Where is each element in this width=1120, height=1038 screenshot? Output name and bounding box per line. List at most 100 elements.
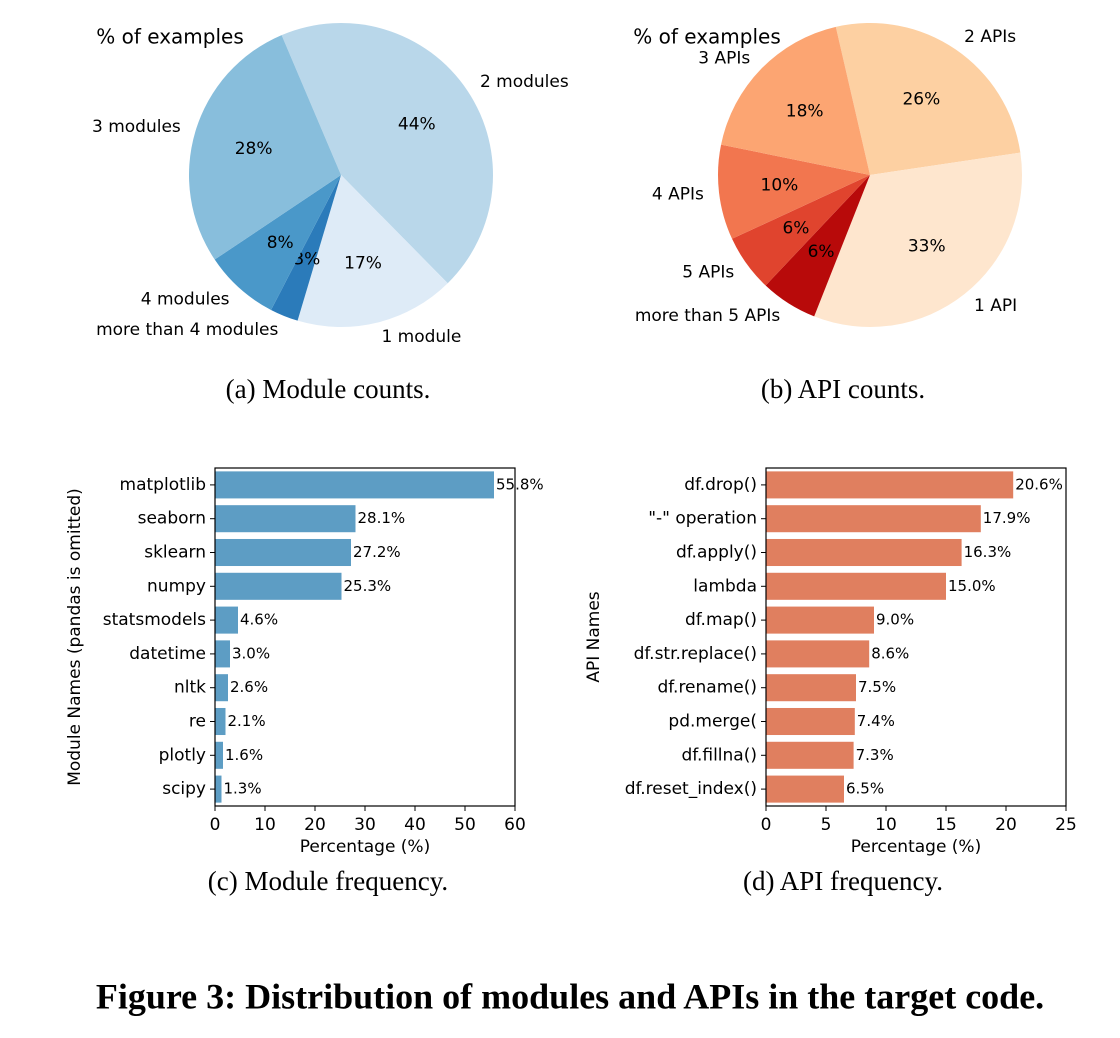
bar bbox=[215, 538, 351, 567]
bar-value-label: 8.6% bbox=[871, 644, 909, 662]
y-tick-label: numpy bbox=[147, 576, 206, 596]
bar bbox=[766, 775, 844, 803]
slice-value-label: 44% bbox=[398, 114, 436, 134]
slice-label: more than 4 modules bbox=[96, 320, 278, 340]
bar bbox=[766, 707, 855, 736]
slice-label: 3 APIs bbox=[698, 48, 750, 68]
plot-frame bbox=[765, 467, 1067, 807]
bar bbox=[766, 471, 1014, 499]
bar bbox=[766, 606, 874, 634]
bar bbox=[766, 538, 962, 567]
slice-value-label: 6% bbox=[808, 242, 835, 262]
pie-title: % of examples bbox=[96, 25, 244, 49]
y-tick-label: df.rename() bbox=[658, 678, 758, 698]
y-tick-label: nltk bbox=[174, 678, 206, 698]
y-tick-label: df.map() bbox=[685, 610, 757, 630]
slice-label: 2 APIs bbox=[964, 27, 1016, 47]
bar-value-label: 15.0% bbox=[948, 577, 996, 595]
slice-value-label: 26% bbox=[902, 90, 940, 110]
y-tick-label: sklearn bbox=[144, 543, 206, 563]
bar bbox=[766, 505, 981, 533]
y-tick-label: matplotlib bbox=[120, 475, 206, 495]
y-tick-label: re bbox=[189, 712, 206, 732]
y-tick-label: pd.merge( bbox=[668, 712, 757, 732]
bar bbox=[215, 471, 494, 499]
x-tick-label: 20 bbox=[995, 815, 1017, 835]
x-tick-label: 15 bbox=[935, 815, 957, 835]
bar-value-label: 3.0% bbox=[232, 644, 270, 662]
pie-slice bbox=[297, 175, 448, 327]
pie-title: % of examples bbox=[633, 25, 781, 49]
y-axis-label: API Names bbox=[584, 591, 604, 682]
slice-value-label: 10% bbox=[761, 176, 799, 196]
y-axis-label: Module Names (pandas is omitted) bbox=[65, 488, 85, 786]
slice-label: 1 module bbox=[381, 327, 461, 347]
subfigure-caption: (c) Module frequency. bbox=[208, 866, 448, 896]
bar-value-label: 7.4% bbox=[857, 712, 895, 730]
slice-label: 4 APIs bbox=[652, 184, 704, 204]
figure-caption: Figure 3: Distribution of modules and AP… bbox=[96, 976, 1044, 1016]
pie-slice bbox=[271, 175, 341, 321]
slice-label: 5 APIs bbox=[682, 263, 734, 283]
y-tick-label: "-" operation bbox=[648, 509, 757, 529]
y-tick-label: scipy bbox=[162, 779, 206, 799]
bar-value-label: 1.3% bbox=[224, 780, 262, 798]
y-tick-label: plotly bbox=[159, 745, 206, 765]
x-tick-label: 50 bbox=[454, 815, 476, 835]
subfigure-caption: (d) API frequency. bbox=[743, 866, 943, 896]
bar-value-label: 17.9% bbox=[983, 509, 1031, 527]
bar bbox=[215, 707, 226, 736]
bar bbox=[215, 674, 228, 702]
pie-slice bbox=[765, 175, 870, 317]
x-tick-label: 0 bbox=[761, 815, 772, 835]
bar-value-label: 27.2% bbox=[353, 543, 401, 561]
slice-label: 1 API bbox=[974, 296, 1017, 316]
slice-value-label: 8% bbox=[267, 233, 294, 253]
pie-slice bbox=[814, 152, 1022, 328]
bar-value-label: 2.6% bbox=[230, 678, 268, 696]
slice-value-label: 28% bbox=[235, 139, 273, 159]
bar bbox=[766, 674, 856, 702]
bar-value-label: 16.3% bbox=[964, 543, 1012, 561]
bar bbox=[215, 640, 230, 668]
slice-label: 3 modules bbox=[92, 117, 181, 137]
slice-label: 4 modules bbox=[141, 290, 230, 310]
y-tick-label: df.reset_index() bbox=[625, 779, 757, 799]
x-tick-label: 10 bbox=[875, 815, 897, 835]
bar-value-label: 2.1% bbox=[228, 712, 266, 730]
bar-value-label: 4.6% bbox=[240, 611, 278, 629]
pie-slice bbox=[214, 175, 341, 310]
slice-label: more than 5 APIs bbox=[635, 306, 781, 326]
pie-slice bbox=[188, 35, 341, 260]
y-tick-label: lambda bbox=[693, 576, 757, 596]
bar bbox=[215, 606, 238, 634]
bar-value-label: 1.6% bbox=[225, 746, 263, 764]
y-tick-label: df.apply() bbox=[676, 543, 757, 563]
x-tick-label: 60 bbox=[504, 815, 526, 835]
x-axis-label: Percentage (%) bbox=[300, 837, 430, 857]
slice-label: 2 modules bbox=[480, 72, 569, 92]
bar-value-label: 28.1% bbox=[358, 509, 406, 527]
y-tick-label: df.str.replace() bbox=[634, 644, 757, 664]
pie-slice bbox=[718, 144, 870, 239]
x-tick-label: 0 bbox=[210, 815, 221, 835]
x-tick-label: 30 bbox=[354, 815, 376, 835]
bar bbox=[215, 505, 356, 533]
bar bbox=[766, 640, 870, 668]
y-tick-label: statsmodels bbox=[103, 610, 206, 630]
bar bbox=[215, 572, 342, 600]
slice-value-label: 17% bbox=[344, 253, 382, 273]
bar bbox=[215, 775, 222, 803]
y-tick-label: df.drop() bbox=[684, 475, 757, 495]
subfigure-caption: (b) API counts. bbox=[761, 374, 925, 404]
x-tick-label: 25 bbox=[1055, 815, 1077, 835]
y-tick-label: datetime bbox=[129, 644, 206, 664]
pie-slice bbox=[732, 175, 870, 286]
bar-value-label: 9.0% bbox=[876, 611, 914, 629]
y-tick-label: seaborn bbox=[138, 509, 206, 529]
slice-value-label: 3% bbox=[293, 250, 320, 270]
pie-slice bbox=[721, 26, 870, 175]
subfigure-caption: (a) Module counts. bbox=[226, 374, 431, 404]
bar-value-label: 7.5% bbox=[858, 678, 896, 696]
y-tick-label: df.fillna() bbox=[681, 745, 757, 765]
